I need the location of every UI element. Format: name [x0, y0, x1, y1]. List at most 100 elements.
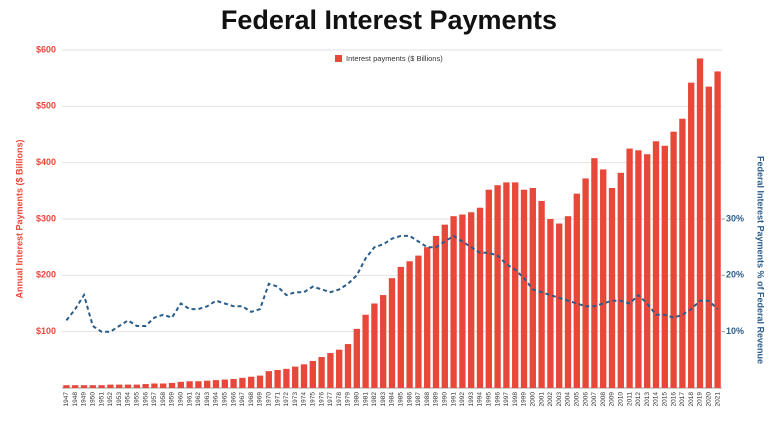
x-tick-label: 2013 [644, 392, 651, 407]
bar [520, 189, 528, 388]
bar [230, 378, 237, 388]
bar [388, 278, 396, 388]
x-tick-label: 2014 [653, 392, 660, 407]
bar [582, 178, 589, 388]
x-tick-label: 2015 [662, 392, 669, 407]
x-tick-label: 1956 [142, 392, 149, 407]
x-tick-label: 1949 [81, 392, 88, 407]
bar [371, 303, 378, 388]
x-tick-label: 1959 [169, 392, 176, 407]
bar [424, 247, 431, 388]
x-tick-label: 1971 [274, 392, 281, 407]
bar [547, 219, 554, 388]
bar [450, 216, 457, 388]
x-tick-label: 1953 [116, 392, 123, 407]
x-tick-label: 1978 [336, 392, 343, 407]
bar [353, 328, 360, 388]
x-tick-label: 1962 [195, 392, 202, 407]
bar [503, 182, 510, 388]
bar [432, 235, 440, 388]
x-tick-label: 1958 [160, 392, 167, 407]
bar [344, 344, 352, 388]
x-tick-label: 2017 [679, 392, 686, 407]
bar [107, 384, 114, 388]
bar [397, 266, 404, 388]
x-tick-label: 1990 [442, 392, 449, 407]
bar [151, 383, 158, 388]
x-tick-label: 2010 [618, 392, 625, 407]
x-tick-label: 1954 [125, 392, 132, 407]
bar [160, 383, 167, 388]
x-tick-label: 1993 [468, 392, 475, 407]
bar [573, 193, 580, 388]
x-tick-label: 1957 [151, 392, 158, 407]
x-tick-label: 2002 [547, 392, 554, 407]
bar [309, 360, 316, 388]
bar [556, 223, 563, 388]
x-tick-label: 2001 [538, 392, 545, 407]
bar [459, 214, 466, 388]
x-tick-label: 2000 [530, 392, 537, 407]
x-tick-label: 2006 [582, 392, 589, 407]
x-tick-label: 1976 [318, 392, 325, 407]
bar [177, 381, 184, 388]
x-tick-label: 1994 [477, 392, 484, 407]
x-tick-label: 1991 [450, 392, 457, 407]
bar [124, 384, 132, 388]
x-tick-label: 1982 [371, 392, 378, 407]
x-tick-label: 1999 [521, 392, 528, 407]
x-tick-label: 1985 [398, 392, 405, 407]
bar [512, 182, 519, 388]
bar [714, 71, 721, 388]
x-tick-label: 1964 [213, 392, 220, 407]
x-tick-label: 1966 [230, 392, 237, 407]
bar [239, 377, 246, 388]
x-tick-label: 1995 [486, 392, 493, 407]
bar [63, 385, 70, 388]
bar [80, 385, 88, 388]
bar [538, 200, 545, 388]
x-tick-label: 2003 [556, 392, 563, 407]
chart-title: Federal Interest Payments [221, 5, 557, 35]
bar [696, 58, 704, 388]
bar [195, 381, 202, 388]
x-tick-label: 1981 [362, 392, 369, 407]
bar [204, 380, 211, 388]
bar [679, 118, 686, 388]
bar [72, 385, 79, 388]
x-tick-label: 1987 [415, 392, 422, 407]
bar [617, 172, 624, 388]
y-tick-label: $600 [36, 44, 56, 54]
x-tick-label: 2016 [670, 392, 677, 407]
bar [441, 224, 448, 388]
x-tick-label: 1983 [380, 392, 387, 407]
legend-swatch [335, 55, 342, 62]
x-tick-label: 1997 [503, 392, 510, 407]
x-tick-label: 1951 [98, 392, 105, 407]
bar [336, 349, 343, 388]
bar [608, 188, 616, 388]
bar [564, 216, 572, 388]
y-tick-label: $300 [36, 213, 56, 223]
bar [300, 364, 308, 388]
x-tick-label: 2008 [600, 392, 607, 407]
x-tick-label: 2018 [688, 392, 695, 407]
bar [529, 188, 536, 388]
x-tick-label: 1988 [424, 392, 431, 407]
bar [168, 382, 176, 388]
x-tick-label: 2019 [697, 392, 704, 407]
x-tick-label: 1989 [433, 392, 440, 407]
x-tick-label: 2012 [635, 392, 642, 407]
bar [415, 255, 422, 388]
bar [635, 150, 642, 388]
bar [327, 353, 334, 388]
bar [652, 141, 660, 388]
bar [406, 261, 413, 388]
x-tick-label: 1996 [494, 392, 501, 407]
x-tick-label: 1965 [222, 392, 229, 407]
bar [494, 185, 501, 388]
y-tick-label: $500 [36, 101, 56, 111]
x-tick-label: 1980 [354, 392, 361, 407]
x-tick-label: 1970 [266, 392, 273, 407]
y-tick-label: $400 [36, 157, 56, 167]
